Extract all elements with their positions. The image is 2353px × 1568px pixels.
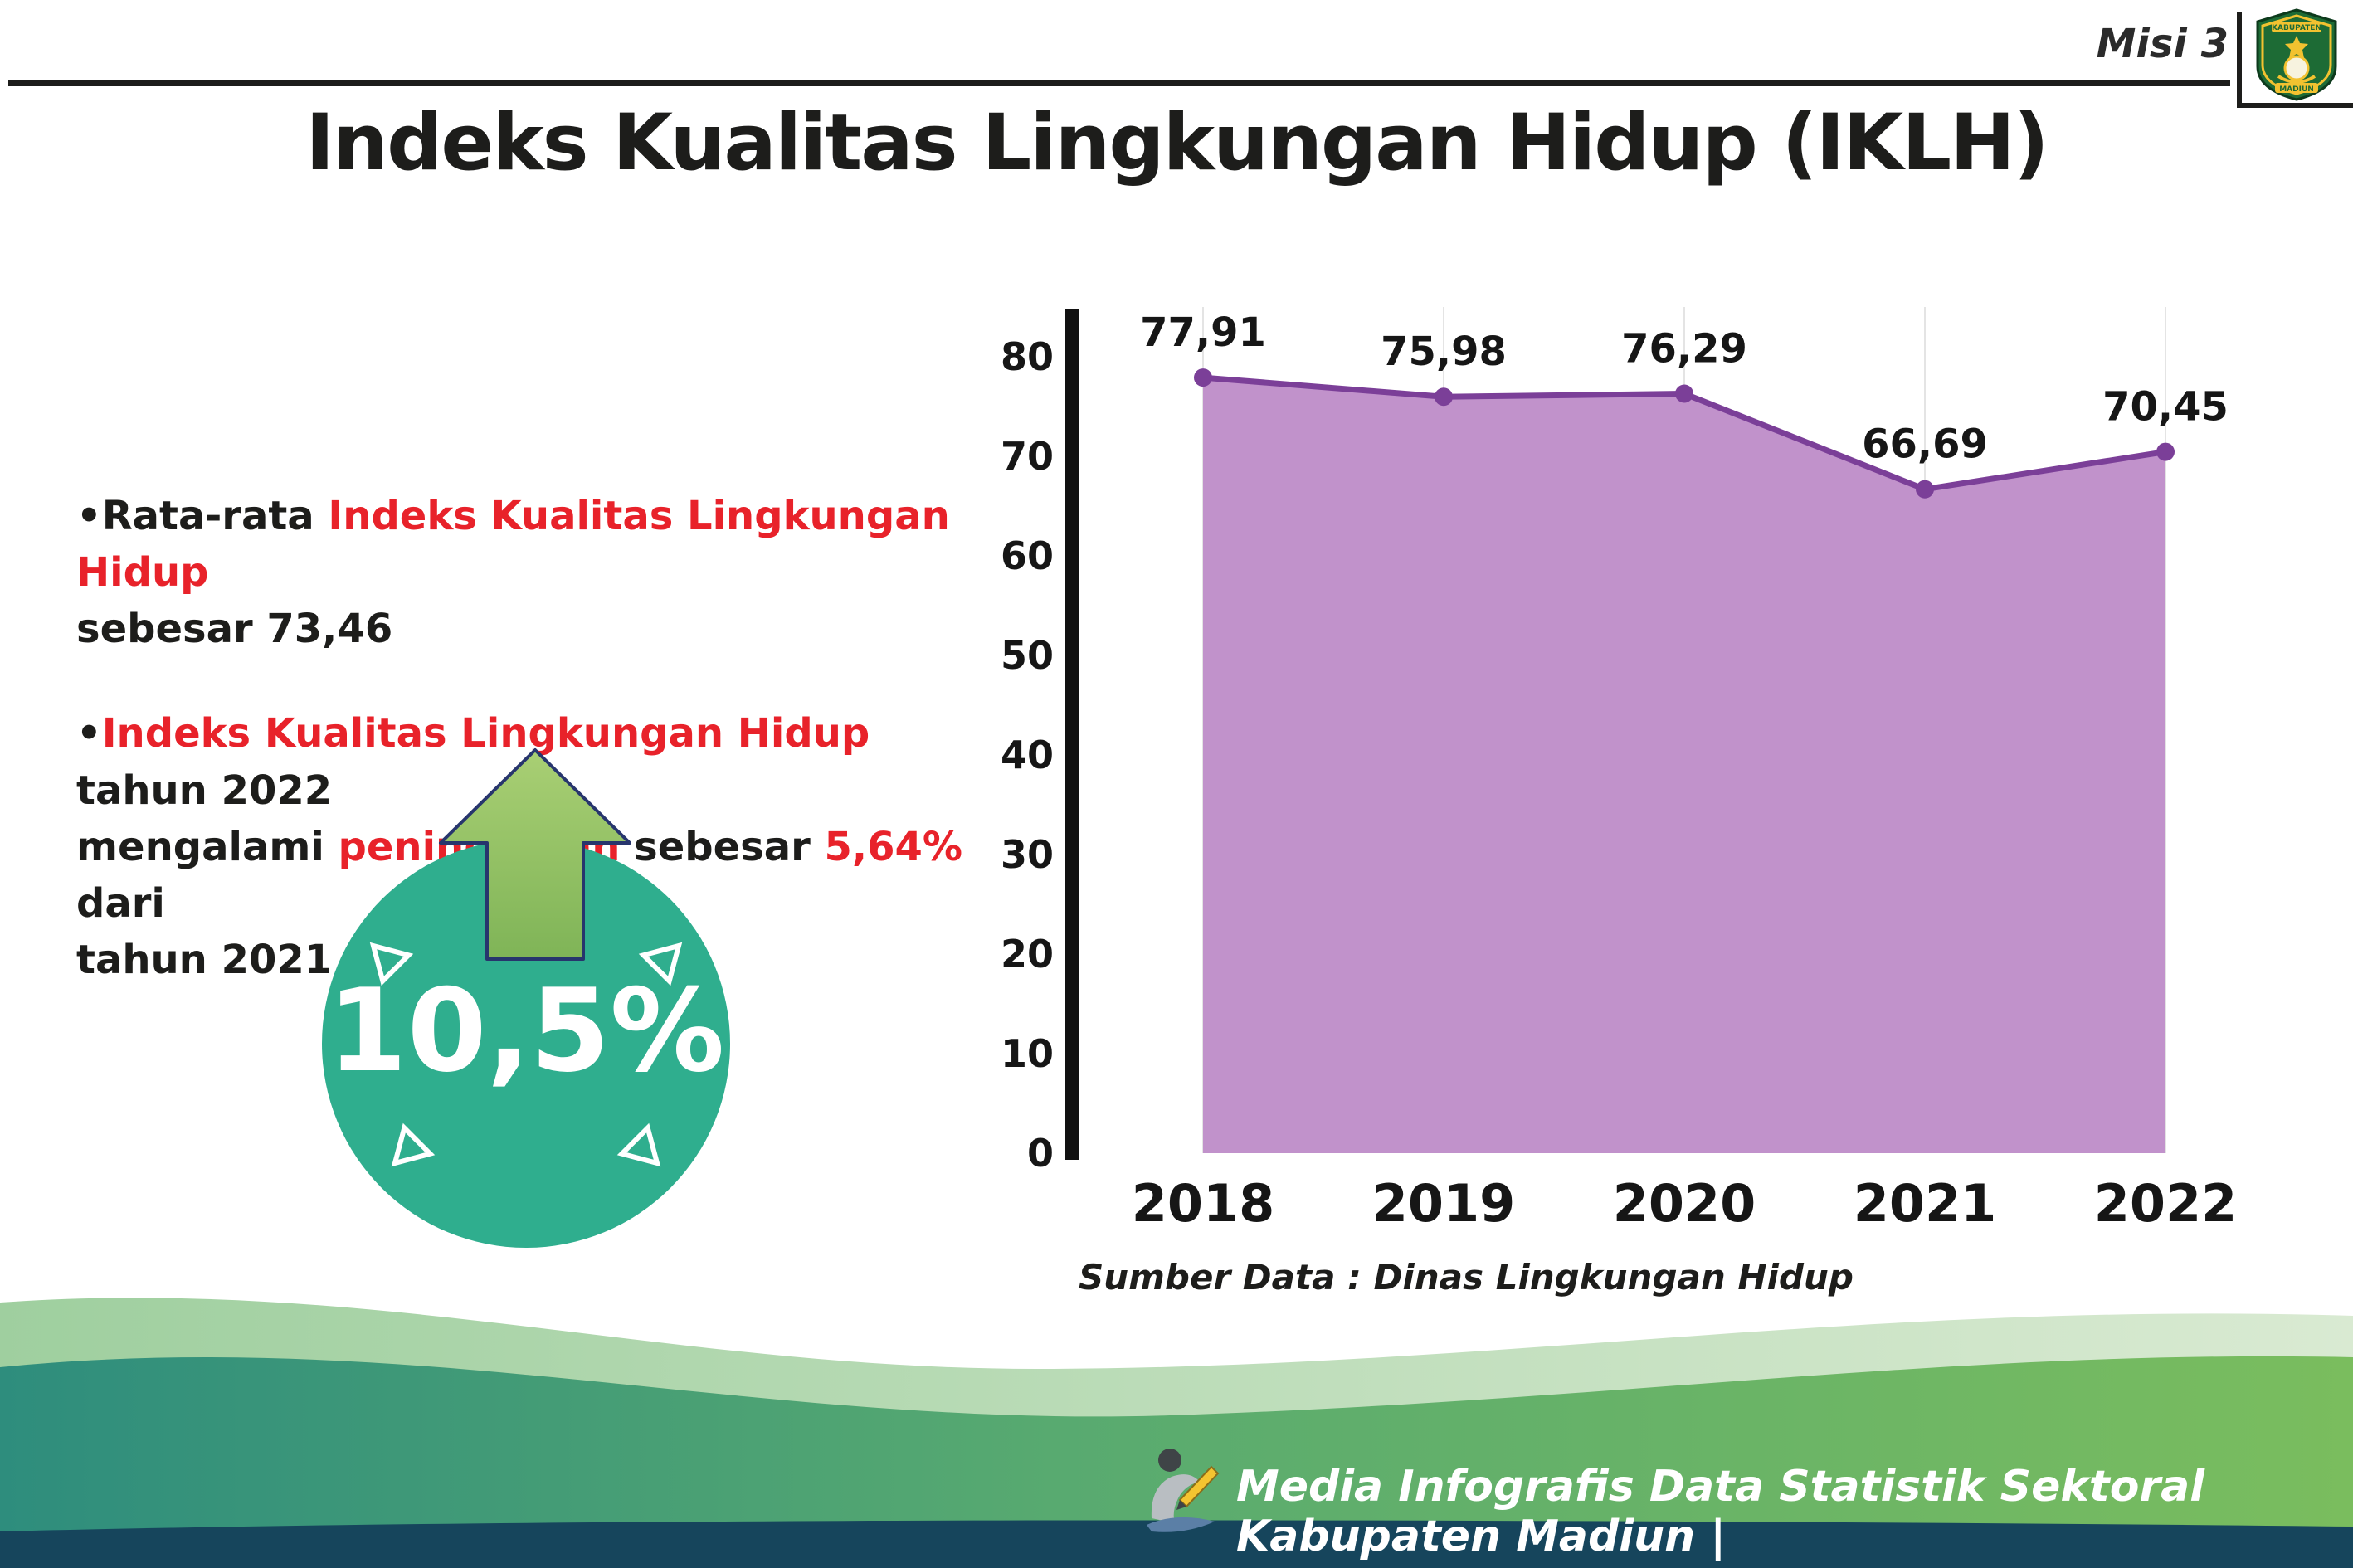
header-rule bbox=[8, 80, 2230, 86]
bullet-marker: • bbox=[76, 493, 102, 539]
source-note: Sumber Data : Dinas Lingkungan Hidup bbox=[1079, 1257, 1854, 1298]
svg-text:77,91: 77,91 bbox=[1140, 309, 1266, 356]
misi-label: Misi 3 bbox=[2096, 21, 2229, 67]
svg-text:70,45: 70,45 bbox=[2102, 384, 2229, 431]
svg-text:30: 30 bbox=[1001, 832, 1054, 877]
area-chart-canvas: 0 10 20 30 40 50 60 70 80 77,91 75,98 76,29 66,69 70,… bbox=[1001, 307, 2238, 1234]
bullet2-text2: mengalami bbox=[76, 823, 339, 870]
bullet2-highlight1: Indeks Kualitas Lingkungan Hidup bbox=[101, 710, 870, 757]
svg-text:2019: 2019 bbox=[1372, 1173, 1516, 1234]
svg-text:2018: 2018 bbox=[1132, 1173, 1275, 1234]
logo-bracket-horizontal bbox=[2237, 103, 2353, 108]
svg-text:40: 40 bbox=[1001, 733, 1054, 777]
bullet1-text2: sebesar 73,46 bbox=[76, 606, 393, 653]
badge-decoration-triangles bbox=[369, 942, 683, 1167]
svg-text:10: 10 bbox=[1001, 1031, 1054, 1076]
svg-text:70: 70 bbox=[1001, 434, 1054, 479]
svg-text:76,29: 76,29 bbox=[1621, 326, 1747, 373]
svg-text:60: 60 bbox=[1001, 533, 1054, 578]
svg-text:50: 50 bbox=[1001, 633, 1054, 678]
kabupaten-madiun-logo: KABUPATEN MADIUN bbox=[2253, 8, 2340, 101]
bullet2-text1: tahun 2022 bbox=[76, 767, 333, 814]
summary-bullets: •Rata-rata Indeks Kualitas Lingkungan Hi… bbox=[76, 488, 981, 1036]
svg-text:75,98: 75,98 bbox=[1381, 329, 1507, 375]
increase-percentage-value: 10,5% bbox=[327, 964, 725, 1098]
kabupaten-madiun-crest-icon: KABUPATEN MADIUN bbox=[2256, 8, 2337, 101]
bullet1-highlight: Indeks Kualitas Lingkungan Hidup bbox=[76, 493, 950, 597]
svg-text:66,69: 66,69 bbox=[1862, 421, 1988, 468]
statistics-mascot-icon bbox=[1147, 1449, 1220, 1532]
footer-caption: Media Infografis Data Statistik Sektoral… bbox=[1236, 1462, 2205, 1561]
svg-text:KABUPATEN: KABUPATEN bbox=[2272, 24, 2321, 32]
bullet-marker: • bbox=[76, 710, 102, 757]
bullet1-text: Rata-rata bbox=[101, 493, 329, 539]
svg-text:0: 0 bbox=[1027, 1131, 1054, 1176]
bullet-increase-2022: •Indeks Kualitas Lingkungan Hidup tahun … bbox=[76, 705, 981, 988]
bullet2-text5: tahun 2021 bbox=[76, 937, 333, 984]
bullet2-text4: dari bbox=[76, 879, 165, 927]
svg-text:80: 80 bbox=[1001, 334, 1054, 379]
bullet2-highlight3: 5,64% bbox=[824, 823, 963, 870]
bullet-average-iklh: •Rata-rata Indeks Kualitas Lingkungan Hi… bbox=[76, 488, 981, 657]
svg-text:MADIUN: MADIUN bbox=[2279, 85, 2314, 94]
logo-bracket-vertical bbox=[2237, 12, 2242, 108]
page-title: Indeks Kualitas Lingkungan Hidup (IKLH) bbox=[305, 98, 2049, 188]
up-arrow-icon bbox=[439, 748, 631, 961]
svg-text:20: 20 bbox=[1001, 932, 1054, 976]
bullet2-text3: sebesar bbox=[620, 823, 825, 870]
svg-text:2020: 2020 bbox=[1613, 1173, 1756, 1234]
iklh-area-chart: 0 10 20 30 40 50 60 70 80 77,91 75,98 76,29 66,69 70,… bbox=[913, 290, 2240, 1269]
svg-text:2021: 2021 bbox=[1854, 1173, 1997, 1234]
svg-text:2022: 2022 bbox=[2094, 1173, 2238, 1234]
